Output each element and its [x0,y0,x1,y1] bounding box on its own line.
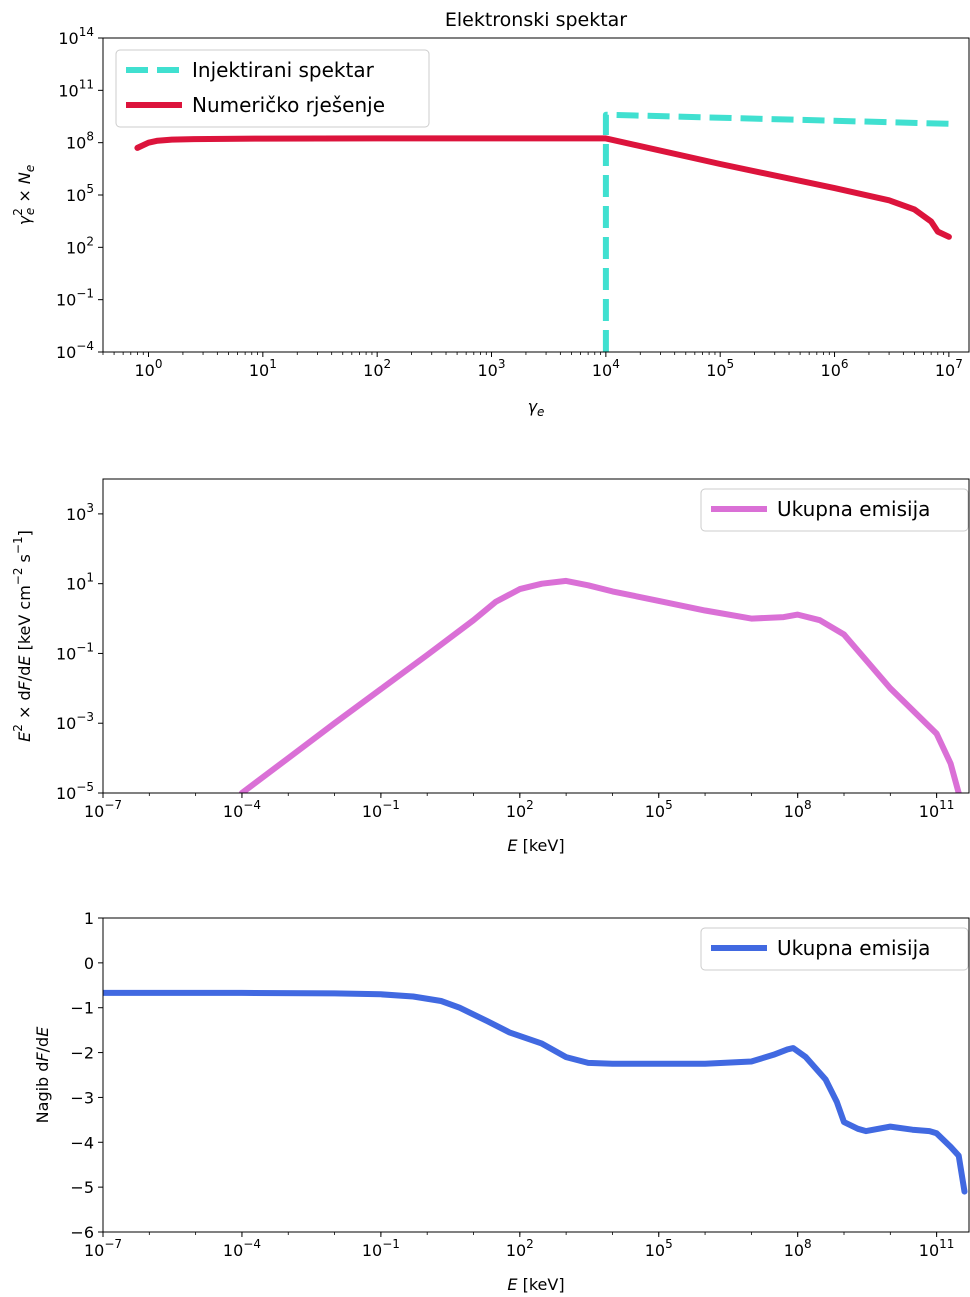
chart-3: 10−7 10−4 10−1 102 105 108 101110−1−2−3−4−5−6E… [33,909,970,1294]
x-axis-label: γe [528,397,545,419]
chart-title: Elektronski spektar [445,9,627,31]
y-axis-label: γ2e × Ne [11,165,37,225]
x-tick-label-5: 104 [592,357,620,380]
x-tick-label-6: 105 [706,357,734,380]
x-tick-label-3: 10−1 [362,1237,400,1260]
x-tick-label-7: 1011 [919,1237,955,1260]
y-tick-label-3: −1 [70,999,94,1018]
legend-label-1: Injektirani spektar [192,58,375,82]
x-tick-label-1: 100 [134,357,162,380]
x-tick-label-5: 105 [645,798,673,821]
y-tick-label-7: 1014 [58,25,94,48]
legend-label-2: Numeričko rješenje [192,93,385,117]
y-axis-label: E2 × dF/dE [keV cm−2 s−1] [11,530,34,742]
legend-label-1: Ukupna emisija [777,497,930,521]
y-tick-label-4: 101 [66,571,94,594]
y-tick-label-6: 1011 [58,77,94,100]
legend: Injektirani spektar Numeričko rješenje [115,49,430,128]
y-tick-label-4: −2 [70,1044,94,1063]
x-tick-label-6: 108 [784,1237,812,1260]
x-tick-label-2: 10−4 [223,798,261,821]
legend: Ukupna emisija [700,927,969,971]
chart-1: 100 101 102 103 104 105 106 107 10−4 10−1 102 105 10… [11,9,970,419]
x-tick-label-5: 105 [645,1237,673,1260]
x-axis-label: E [keV] [507,1275,564,1294]
y-tick-label-5: 103 [66,501,94,524]
legend-box [115,49,430,128]
x-tick-label-2: 101 [249,357,277,380]
x-tick-label-2: 10−4 [223,1237,261,1260]
legend-box [700,488,969,532]
y-tick-label-2: 0 [84,954,94,973]
x-axis-label: E [keV] [507,836,564,855]
y-tick-label-3: 10−1 [56,640,94,663]
x-tick-label-1: 10−7 [84,1237,122,1260]
axes-frame [102,478,970,794]
y-tick-label-2: 10−1 [56,287,94,310]
x-tick-label-7: 106 [821,357,849,380]
legend-box [700,927,969,971]
series-line-2-1 [238,577,962,793]
y-tick-label-4: 105 [66,182,94,205]
y-tick-label-2: 10−3 [56,710,94,733]
series-line-1-2 [134,135,952,240]
x-tick-label-4: 102 [506,1237,534,1260]
legend-label-1: Ukupna emisija [777,936,930,960]
x-tick-label-8: 107 [935,357,963,380]
y-tick-label-7: −5 [70,1178,94,1197]
y-tick-label-1: 1 [84,909,94,928]
y-tick-label-8: −6 [70,1223,94,1242]
chart-2: 10−7 10−4 10−1 102 105 108 1011 10−5 10−3 10−1 101… [11,478,970,855]
y-tick-label-5: −3 [70,1088,94,1107]
x-tick-label-4: 103 [478,357,506,380]
y-tick-label-5: 108 [66,130,94,153]
legend: Ukupna emisija [700,488,969,532]
x-tick-label-1: 10−7 [84,798,122,821]
axes-frame [102,917,970,1233]
y-tick-label-1: 10−4 [56,339,94,362]
x-tick-label-7: 1011 [919,798,955,821]
y-tick-label-1: 10−5 [56,780,94,803]
x-tick-label-6: 108 [784,798,812,821]
series-line-3-1 [103,989,968,1195]
y-axis-label: Nagib dF/dE [33,1026,52,1124]
y-tick-label-6: −4 [70,1133,94,1152]
y-tick-label-3: 102 [66,234,94,257]
x-tick-label-3: 102 [363,357,391,380]
x-tick-label-3: 10−1 [362,798,400,821]
series-line-1-1 [602,111,949,352]
x-tick-label-4: 102 [506,798,534,821]
